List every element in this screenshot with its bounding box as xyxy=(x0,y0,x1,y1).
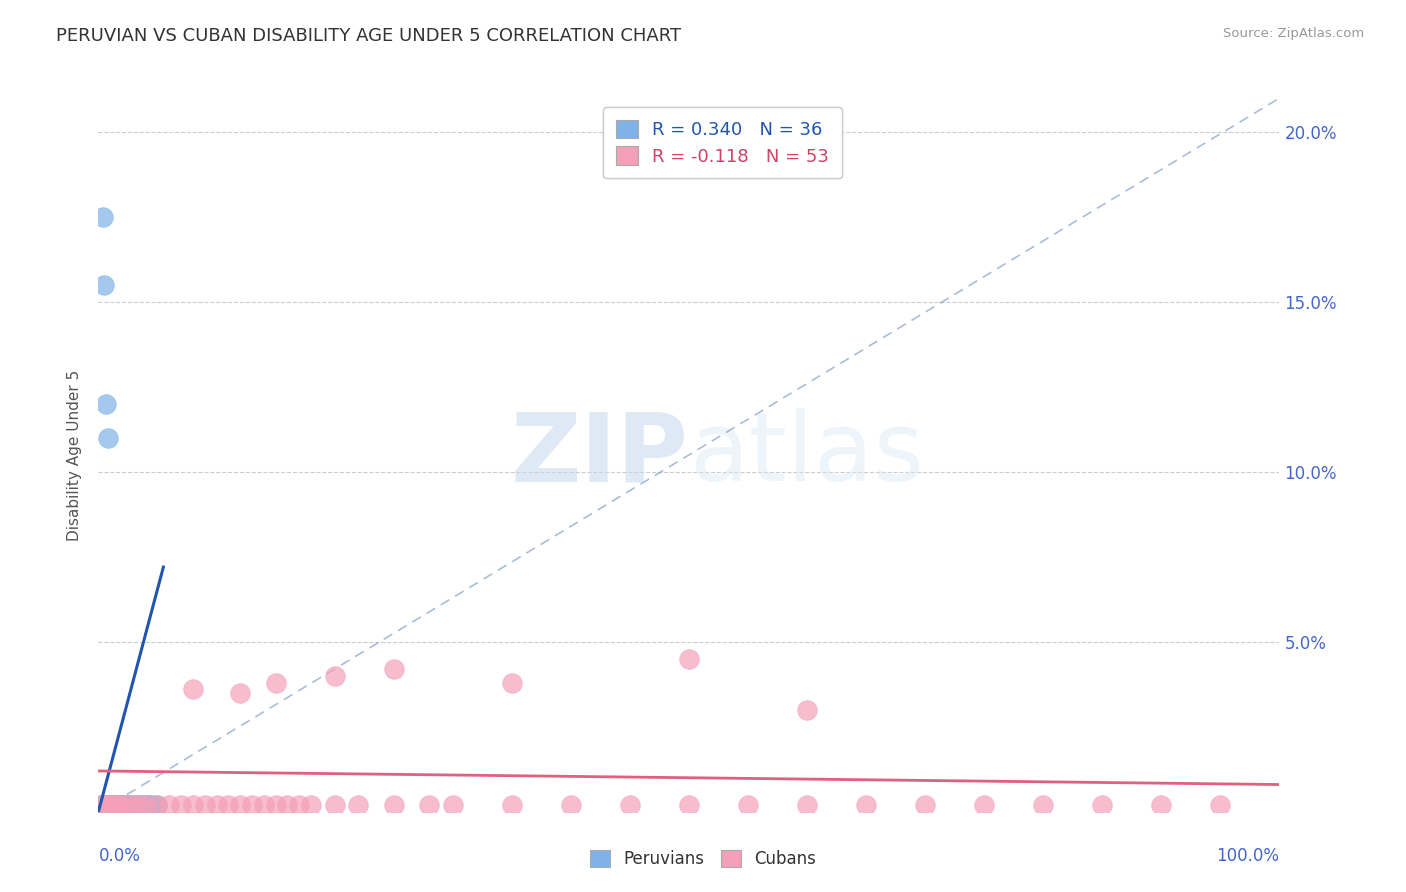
Point xyxy=(264,797,287,812)
Point xyxy=(125,797,148,812)
Point xyxy=(146,797,169,812)
Point xyxy=(100,797,122,812)
Point xyxy=(128,797,150,812)
Point xyxy=(205,797,228,812)
Point xyxy=(141,797,163,812)
Point xyxy=(678,797,700,812)
Point xyxy=(117,797,139,812)
Point xyxy=(111,797,134,812)
Point xyxy=(120,797,142,812)
Point xyxy=(105,797,128,812)
Point xyxy=(181,682,204,697)
Point xyxy=(737,797,759,812)
Point xyxy=(146,797,169,812)
Point xyxy=(93,797,115,812)
Point xyxy=(91,797,114,812)
Point xyxy=(96,797,118,812)
Point xyxy=(299,797,322,812)
Point xyxy=(103,797,125,812)
Point xyxy=(96,797,118,812)
Point xyxy=(93,797,115,812)
Point xyxy=(98,797,121,812)
Point xyxy=(135,797,157,812)
Point xyxy=(107,797,129,812)
Point xyxy=(135,797,157,812)
Point xyxy=(96,797,118,812)
Point xyxy=(678,652,700,666)
Point xyxy=(132,797,155,812)
Point xyxy=(91,797,114,812)
Point xyxy=(181,797,204,812)
Point xyxy=(276,797,298,812)
Point xyxy=(93,278,115,293)
Point xyxy=(91,210,114,224)
Point xyxy=(100,797,122,812)
Point xyxy=(382,797,405,812)
Point xyxy=(112,797,135,812)
Text: PERUVIAN VS CUBAN DISABILITY AGE UNDER 5 CORRELATION CHART: PERUVIAN VS CUBAN DISABILITY AGE UNDER 5… xyxy=(56,27,682,45)
Text: atlas: atlas xyxy=(689,409,924,501)
Point xyxy=(170,797,193,812)
Point xyxy=(103,797,125,812)
Point xyxy=(240,797,263,812)
Point xyxy=(796,797,818,812)
Point xyxy=(157,797,180,812)
Legend: Peruvians, Cubans: Peruvians, Cubans xyxy=(583,843,823,875)
Point xyxy=(855,797,877,812)
Point xyxy=(418,797,440,812)
Point xyxy=(1150,797,1173,812)
Point xyxy=(560,797,582,812)
Point xyxy=(264,675,287,690)
Point xyxy=(1091,797,1114,812)
Text: Source: ZipAtlas.com: Source: ZipAtlas.com xyxy=(1223,27,1364,40)
Point xyxy=(94,397,117,411)
Point xyxy=(122,797,145,812)
Point xyxy=(136,797,159,812)
Point xyxy=(323,797,346,812)
Text: ZIP: ZIP xyxy=(510,409,689,501)
Point xyxy=(97,431,120,445)
Point xyxy=(108,797,131,812)
Point xyxy=(973,797,995,812)
Text: 100.0%: 100.0% xyxy=(1216,847,1279,865)
Point xyxy=(111,797,134,812)
Point xyxy=(1209,797,1232,812)
Text: 0.0%: 0.0% xyxy=(98,847,141,865)
Point xyxy=(382,662,405,676)
Point xyxy=(98,797,121,812)
Point xyxy=(105,797,128,812)
Point xyxy=(122,797,145,812)
Point xyxy=(101,797,124,812)
Point xyxy=(90,797,112,812)
Point xyxy=(796,703,818,717)
Point xyxy=(117,797,139,812)
Point xyxy=(115,797,138,812)
Point xyxy=(229,686,252,700)
Y-axis label: Disability Age Under 5: Disability Age Under 5 xyxy=(67,369,83,541)
Point xyxy=(501,675,523,690)
Point xyxy=(110,797,132,812)
Point xyxy=(253,797,276,812)
Point xyxy=(288,797,311,812)
Point xyxy=(105,797,128,812)
Point xyxy=(217,797,239,812)
Point xyxy=(229,797,252,812)
Point xyxy=(128,797,150,812)
Point xyxy=(914,797,936,812)
Point xyxy=(104,797,127,812)
Point xyxy=(501,797,523,812)
Point xyxy=(91,797,114,812)
Point xyxy=(98,797,121,812)
Point xyxy=(619,797,641,812)
Point xyxy=(347,797,370,812)
Legend: R = 0.340   N = 36, R = -0.118   N = 53: R = 0.340 N = 36, R = -0.118 N = 53 xyxy=(603,107,842,178)
Point xyxy=(194,797,217,812)
Point xyxy=(1032,797,1054,812)
Point xyxy=(94,797,117,812)
Point xyxy=(97,797,120,812)
Point xyxy=(441,797,464,812)
Point xyxy=(107,797,129,812)
Point xyxy=(323,669,346,683)
